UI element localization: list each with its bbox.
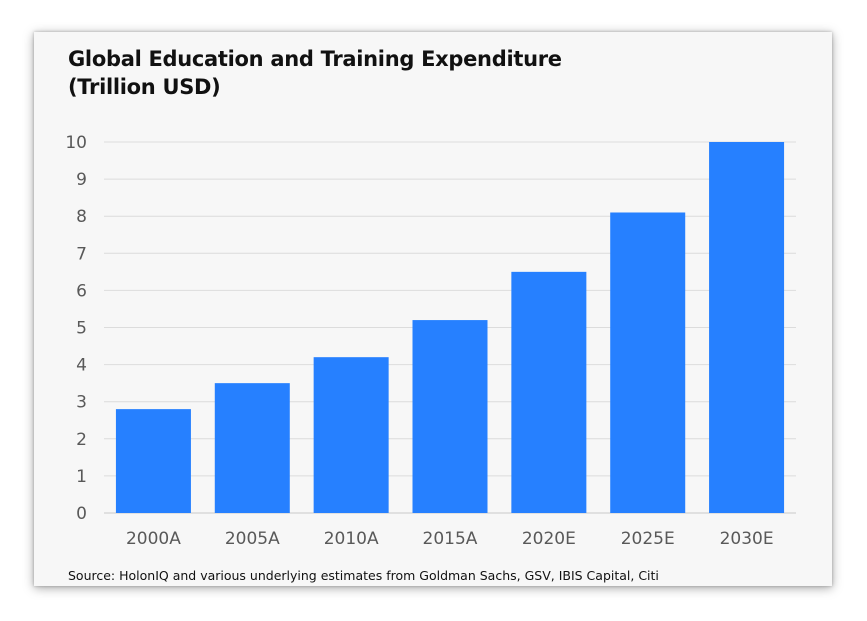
x-tick-label: 2030E: [720, 529, 774, 549]
y-tick-label: 6: [76, 281, 87, 301]
chart-title-line-1: Global Education and Training Expenditur…: [68, 47, 562, 71]
y-tick-label: 7: [76, 244, 87, 264]
bar-2000A: [115, 409, 191, 513]
chart-card: Global Education and Training Expenditur…: [34, 32, 832, 586]
x-tick-label: 2000A: [126, 529, 181, 549]
y-tick-label: 5: [76, 319, 87, 339]
y-tick-label: 2: [76, 430, 87, 450]
x-tick-label: 2015A: [423, 529, 478, 549]
bar-2025E: [610, 212, 686, 514]
y-tick-label: 4: [76, 356, 87, 376]
x-axis-labels: 2000A 2005A 2010A 2015A 2020E 2025E 2030E: [126, 529, 774, 549]
y-tick-label: 0: [76, 504, 87, 524]
bars: [115, 142, 785, 514]
x-tick-label: 2020E: [522, 529, 576, 549]
chart-title: Global Education and Training Expenditur…: [68, 45, 562, 101]
y-axis-ticks: 0 1 2 3 4 5 6 7 8 9 10: [65, 133, 87, 524]
chart-title-line-2: (Trillion USD): [68, 75, 221, 99]
bar-2015A: [412, 320, 488, 513]
x-tick-label: 2025E: [621, 529, 675, 549]
y-tick-label: 1: [76, 467, 87, 487]
bar-2005A: [214, 383, 290, 513]
bar-2020E: [511, 271, 587, 513]
y-tick-label: 8: [76, 207, 87, 227]
y-tick-label: 10: [65, 133, 87, 153]
x-tick-label: 2005A: [225, 529, 280, 549]
source-note: Source: HolonIQ and various underlying e…: [68, 568, 659, 583]
bar-2010A: [313, 357, 389, 513]
bar-2030E: [709, 142, 785, 513]
y-tick-label: 3: [76, 393, 87, 413]
y-tick-label: 9: [76, 170, 87, 190]
x-tick-label: 2010A: [324, 529, 379, 549]
